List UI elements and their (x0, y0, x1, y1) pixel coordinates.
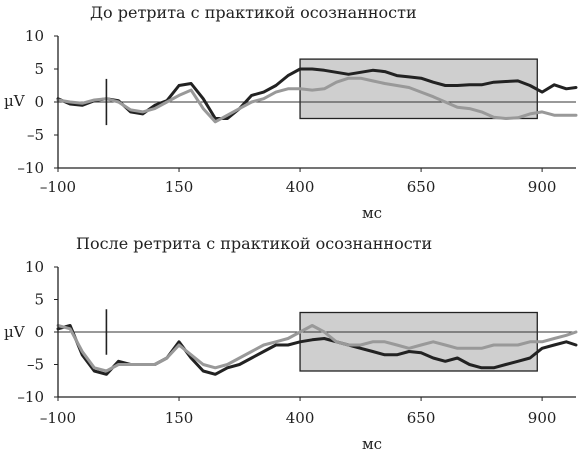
x-tick-label: –100 (40, 178, 76, 196)
panel-after-retreat: После ретрита с практикой осознанности 10… (4, 234, 578, 453)
y-tick-label: –10 (17, 388, 44, 406)
series-line-gray (56, 324, 578, 373)
x-tick-label: 400 (286, 178, 315, 196)
y-axis-label: µV (4, 323, 26, 341)
y-tick-label: 5 (34, 60, 44, 78)
y-tick-label: 0 (34, 323, 44, 341)
x-tick-label: –100 (40, 409, 76, 427)
x-axis-label: мс (362, 435, 382, 453)
chart-title: До ретрита с практикой осознанности (90, 3, 417, 22)
analysis-window (299, 58, 538, 120)
y-tick-label: –5 (27, 356, 44, 374)
y-axis-label: µV (4, 92, 26, 110)
x-tick-label: 650 (407, 178, 436, 196)
x-tick-label: 400 (286, 409, 315, 427)
chart-title: После ретрита с практикой осознанности (76, 234, 432, 253)
x-tick-label: 150 (165, 409, 194, 427)
x-tick-label: 150 (165, 178, 194, 196)
y-tick-label: –5 (27, 126, 44, 144)
y-tick-label: 10 (25, 27, 44, 45)
x-tick-label: 900 (528, 178, 557, 196)
y-tick-label: 5 (34, 291, 44, 309)
y-tick-label: –10 (17, 159, 44, 177)
series-line-gray (56, 76, 578, 124)
x-axis-label: мс (362, 204, 382, 222)
y-tick-label: 10 (25, 258, 44, 276)
x-tick-label: 900 (528, 409, 557, 427)
panel-before-retreat: До ретрита с практикой осознанности 10 5 0 –… (4, 3, 578, 222)
y-tick-label: 0 (34, 93, 44, 111)
x-tick-label: 650 (407, 409, 436, 427)
